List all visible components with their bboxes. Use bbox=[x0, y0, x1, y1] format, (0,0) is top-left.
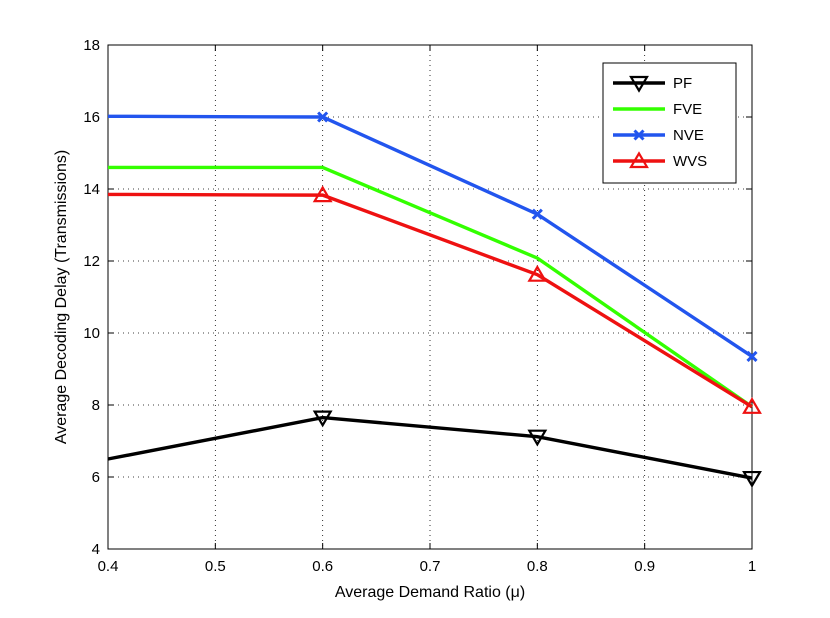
y-tick-label: 18 bbox=[83, 37, 100, 54]
x-tick-label: 0.4 bbox=[98, 558, 119, 575]
data-point-pf bbox=[312, 410, 333, 428]
series-line-nve bbox=[107, 114, 753, 358]
data-point-nve-stroke bbox=[317, 111, 329, 123]
legend-label-fve: FVE bbox=[673, 101, 702, 118]
legend-marker-nve bbox=[633, 129, 645, 141]
y-tick-label: 6 bbox=[92, 469, 100, 486]
grid bbox=[108, 45, 752, 549]
series-line-wvs bbox=[107, 192, 753, 409]
legend-marker-wvs bbox=[629, 151, 649, 169]
legend-marker-pf bbox=[629, 75, 649, 93]
legend-box bbox=[602, 62, 737, 184]
y-tick-label: 8 bbox=[92, 397, 100, 414]
series-line-pf bbox=[107, 415, 753, 480]
legend: PF FVE NVE WVS bbox=[602, 62, 737, 184]
legend-label-wvs: WVS bbox=[673, 153, 707, 170]
legend-label-pf: PF bbox=[673, 75, 692, 92]
data-point-nve-stroke bbox=[531, 208, 543, 220]
data-point-pf bbox=[742, 470, 762, 488]
legend-marker-nve-stroke bbox=[633, 129, 645, 141]
legend-label-nve: NVE bbox=[673, 127, 704, 144]
y-tick-label: 16 bbox=[83, 109, 100, 126]
y-tick-label: 14 bbox=[83, 181, 100, 198]
y-tick-label: 4 bbox=[92, 541, 100, 558]
data-point-wvs bbox=[312, 185, 333, 203]
y-tick-label: 12 bbox=[83, 253, 100, 270]
axes-frame bbox=[107, 44, 753, 550]
x-tick-label: 0.5 bbox=[205, 558, 226, 575]
data-point-nve bbox=[317, 111, 329, 123]
x-axis-title: Average Demand Ratio (μ) bbox=[335, 584, 525, 601]
series-line-fve bbox=[108, 165, 753, 409]
x-tick-label: 0.8 bbox=[527, 558, 548, 575]
data-point-pf bbox=[527, 429, 548, 447]
data-point-nve bbox=[746, 350, 758, 362]
series-group bbox=[107, 111, 762, 488]
x-tick-label: 1 bbox=[748, 558, 756, 575]
x-tick-label: 0.6 bbox=[312, 558, 333, 575]
data-point-wvs bbox=[742, 397, 762, 414]
x-tick-label: 0.9 bbox=[634, 558, 655, 575]
data-point-nve-stroke bbox=[746, 350, 758, 362]
y-axis-title: Average Decoding Delay (Transmissions) bbox=[53, 150, 70, 444]
data-point-nve bbox=[531, 208, 543, 220]
data-point-wvs bbox=[527, 264, 548, 282]
y-tick-label: 10 bbox=[83, 325, 100, 342]
x-tick-label: 0.7 bbox=[420, 558, 441, 575]
